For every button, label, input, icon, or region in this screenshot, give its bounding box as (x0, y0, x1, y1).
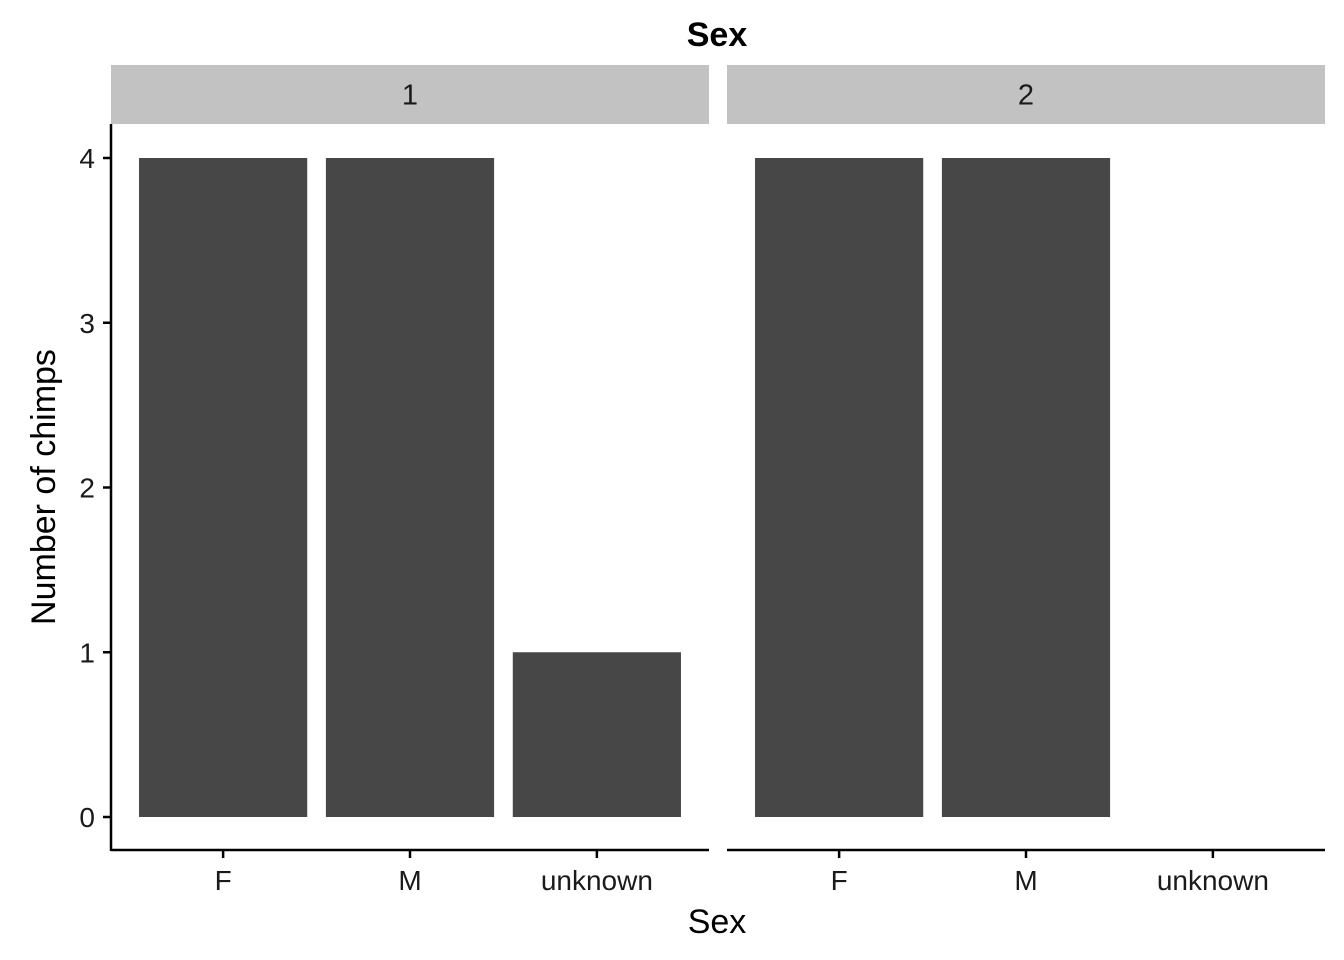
y-tick-label: 2 (79, 473, 95, 504)
y-axis: 0 1 2 3 4 (79, 124, 113, 851)
x-tick-label: unknown (1157, 865, 1269, 896)
y-tick-label: 0 (79, 802, 95, 833)
y-tick-label: 4 (79, 143, 95, 174)
bar-F (139, 158, 308, 817)
x-tick-label: M (398, 865, 421, 896)
x-tick-label: F (215, 865, 232, 896)
y-axis-title: Number of chimps (25, 349, 63, 625)
facet-strip (727, 65, 1325, 124)
bar-unknown (512, 652, 681, 817)
bar-M (941, 158, 1111, 817)
x-tick-label: unknown (541, 865, 653, 896)
y-tick-label: 3 (79, 308, 95, 339)
chart-title: Sex (687, 16, 748, 54)
bar-M (325, 158, 495, 817)
x-axis-title: Sex (688, 903, 747, 941)
y-tick-label: 1 (79, 637, 95, 668)
facet-strip (111, 65, 709, 124)
facet-strip-label: 1 (402, 80, 418, 112)
x-tick-label: F (831, 865, 848, 896)
bar-F (755, 158, 924, 817)
x-tick-label: M (1014, 865, 1037, 896)
facet-strip-label: 2 (1018, 80, 1034, 112)
